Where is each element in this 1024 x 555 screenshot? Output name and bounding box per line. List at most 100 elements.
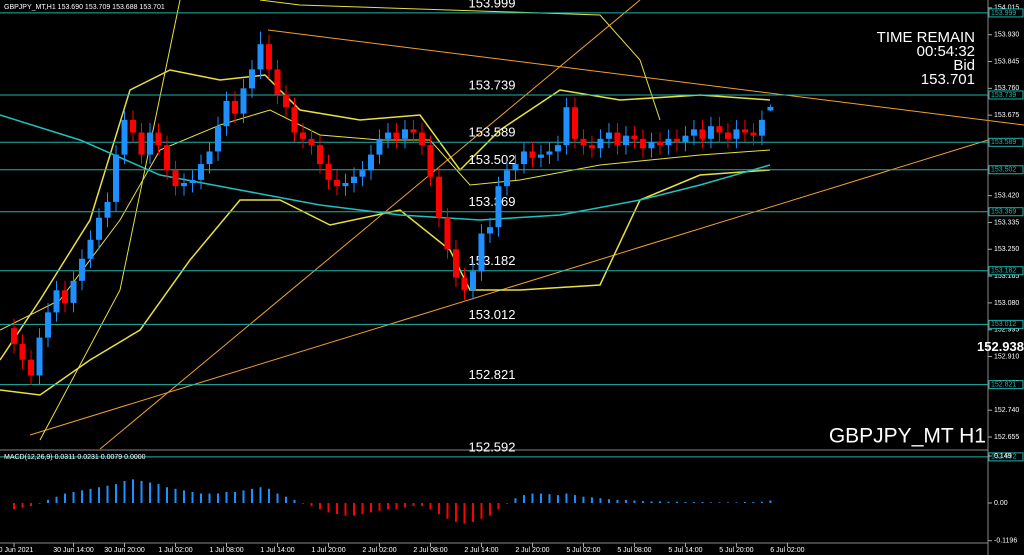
- level-tag: [988, 319, 1024, 329]
- macd-bar: [675, 501, 678, 503]
- macd-bar: [174, 488, 177, 503]
- macd-bar: [89, 488, 92, 503]
- macd-bar: [301, 502, 304, 504]
- macd-bar: [760, 501, 763, 503]
- macd-bar: [293, 499, 296, 503]
- macd-bar: [208, 493, 211, 503]
- chart-header: GBPJPY_MT,H1 153.690 153.709 153.688 153…: [4, 4, 165, 11]
- macd-bar: [599, 498, 602, 503]
- watermark: GBPJPY_MT H1: [829, 425, 986, 448]
- candle-body: [45, 312, 52, 338]
- candle-body: [461, 277, 468, 291]
- macd-bar: [140, 480, 143, 503]
- macd-bar: [21, 502, 24, 508]
- macd-bar: [199, 493, 202, 503]
- macd-bar: [633, 500, 636, 503]
- candle-body: [384, 132, 391, 139]
- macd-bar: [684, 502, 687, 503]
- level-tag-label: 152.592: [991, 454, 1016, 461]
- candle-body: [257, 44, 264, 70]
- candle-body: [308, 138, 315, 146]
- candle-body: [189, 179, 196, 184]
- macd-bar: [242, 490, 245, 503]
- candle-body: [452, 249, 459, 278]
- y-tick-label: 152.740: [994, 407, 1019, 414]
- macd-bar: [463, 502, 466, 524]
- macd-bar: [72, 491, 75, 503]
- candle-body: [741, 129, 748, 133]
- candle-body: [495, 186, 502, 228]
- candle-body: [70, 280, 77, 303]
- candle-body: [410, 129, 417, 133]
- macd-bar: [225, 491, 228, 503]
- candle-body: [316, 145, 323, 165]
- y-tick-label: 153.420: [994, 192, 1019, 199]
- macd-bar: [573, 495, 576, 503]
- macd-bar: [709, 502, 712, 503]
- candle-body: [401, 129, 408, 139]
- candle-body: [614, 132, 621, 146]
- x-tick-label: 5 Jul 20:00: [719, 547, 753, 554]
- macd-bar: [429, 502, 432, 510]
- candle-body: [223, 100, 230, 127]
- x-tick-label: 2 Jul 08:00: [413, 547, 447, 554]
- macd-bar: [514, 498, 517, 503]
- macd-bar: [743, 502, 746, 503]
- macd-bar: [369, 502, 372, 513]
- candle-body: [503, 170, 510, 187]
- candle-body: [155, 132, 162, 146]
- macd-bar: [607, 499, 610, 503]
- macd-bar: [582, 496, 585, 503]
- candle-body: [325, 164, 332, 180]
- moving-average: [0, 114, 771, 221]
- candle-body: [673, 138, 680, 142]
- candle-body: [282, 94, 289, 108]
- candle-body: [435, 176, 442, 218]
- macd-bar: [335, 502, 338, 515]
- candle-body: [605, 132, 612, 139]
- macd-bar: [123, 480, 126, 503]
- candle-body: [444, 217, 451, 250]
- y-tick-label: 152.910: [994, 353, 1019, 360]
- candle-body: [138, 132, 145, 155]
- macd-bar: [565, 493, 568, 503]
- y-tick-label: 153.335: [994, 219, 1019, 226]
- candle-body: [274, 69, 281, 95]
- candle-body: [529, 151, 536, 158]
- time-remain-label: TIME REMAIN: [877, 29, 975, 46]
- macd-bar: [667, 501, 670, 503]
- macd-bar: [149, 482, 152, 503]
- y-tick-label: 153.845: [994, 58, 1019, 65]
- candle-body: [563, 107, 570, 146]
- candle-body: [87, 239, 94, 259]
- macd-bar: [488, 502, 491, 516]
- candle-body: [19, 343, 26, 360]
- x-tick-label: 30 Jun 2021: [0, 547, 33, 554]
- candle-body: [147, 132, 154, 155]
- candle-body: [393, 132, 400, 139]
- candle-body: [699, 129, 706, 139]
- candle-body: [648, 141, 655, 149]
- x-tick-label: 2 Jul 14:00: [464, 547, 498, 554]
- macd-bar: [769, 500, 772, 503]
- macd-bar: [98, 487, 101, 503]
- trendline: [29, 139, 989, 436]
- candle-body: [53, 290, 60, 313]
- candle-body: [427, 145, 434, 177]
- macd-bar: [692, 502, 695, 503]
- candle-body: [11, 328, 18, 344]
- highlight-price: 152.938: [977, 339, 1024, 354]
- level-tag: [988, 165, 1024, 175]
- candle-body: [197, 164, 204, 180]
- macd-bar: [616, 499, 619, 503]
- macd-bar: [47, 499, 50, 503]
- candle-body: [113, 154, 120, 202]
- macd-bar: [157, 484, 160, 503]
- envelope: [39, 0, 181, 441]
- macd-bar: [658, 501, 661, 503]
- y-tick-label: 153.250: [994, 246, 1019, 253]
- candle-body: [682, 135, 689, 142]
- macd-bar: [106, 485, 109, 503]
- macd-bar: [505, 502, 508, 504]
- candle-body: [512, 164, 519, 171]
